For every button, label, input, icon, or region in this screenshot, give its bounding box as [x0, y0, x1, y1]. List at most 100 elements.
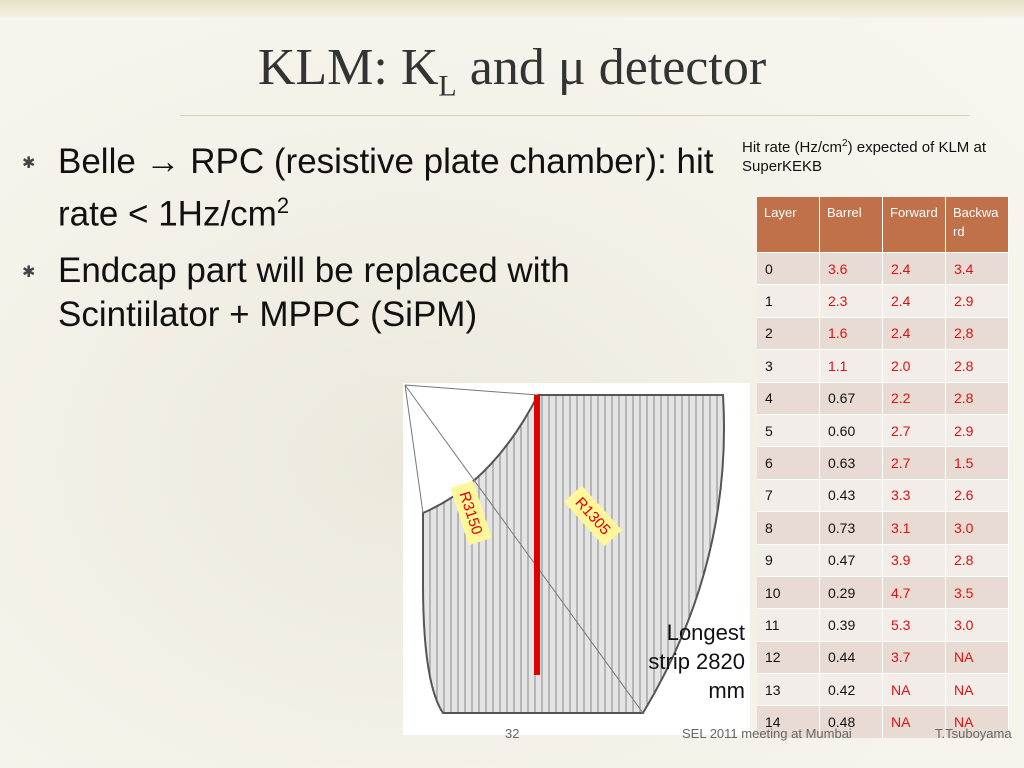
outline: [422, 394, 725, 714]
table-row: 0 3.6 2.4 3.4: [757, 251, 1009, 285]
table-cell: 0.73: [819, 511, 883, 545]
table-cell: 2.4: [882, 251, 946, 285]
table-cell: 2.8: [945, 543, 1009, 577]
table-body: 0 3.6 2.4 3.4 1 2.3 2.4 2.9 2 1.6 2.4 2,8 3 1.1 2.0 2.8…: [757, 251, 1009, 738]
table-cell: 3.0: [945, 511, 1009, 545]
table-cell: 3.3: [882, 478, 946, 512]
endcap-diagram: R3150 R1305: [403, 383, 750, 735]
table-cell: 3.4: [945, 251, 1009, 285]
table-cell: 0.39: [819, 608, 883, 642]
table-cell: 0.63: [819, 446, 883, 480]
table-cell: 3.0: [945, 608, 1009, 642]
table-cell: 3.1: [882, 511, 946, 545]
table-row: 6 0.63 2.7 1.5: [757, 446, 1009, 480]
header-cell: Backward: [945, 197, 1009, 253]
bullet-list: Belle → RPC (resistive plate chamber): h…: [22, 140, 732, 349]
page-number: 32: [505, 726, 520, 741]
table-cell: 14: [757, 705, 820, 738]
table-cell: 2,8: [945, 316, 1009, 350]
table-row: 4 0.67 2.2 2.8: [757, 381, 1009, 415]
bullet-text: Belle → RPC (resistive plate chamber): h…: [58, 142, 714, 234]
top-band: [0, 0, 1024, 18]
table-cell: 12: [757, 640, 820, 674]
table-cell: 10: [757, 575, 820, 609]
table-cell: 0.43: [819, 478, 883, 512]
table-cell: 2.8: [945, 381, 1009, 415]
table-cell: 4.7: [882, 575, 946, 609]
table-cell: 5: [757, 413, 820, 447]
table-row: 5 0.60 2.7 2.9: [757, 413, 1009, 447]
table-row: 12 0.44 3.7 NA: [757, 640, 1009, 674]
table-row: 13 0.42 NA NA: [757, 673, 1009, 706]
table-cell: 6: [757, 446, 820, 480]
table-row: 14 0.48 NA NA: [757, 705, 1009, 738]
table-cell: 1.5: [945, 446, 1009, 480]
table-row: 9 0.47 3.9 2.8: [757, 543, 1009, 577]
bullet-text: Endcap part will be replaced with Scinti…: [58, 250, 570, 334]
table-cell: 2.8: [945, 349, 1009, 383]
table-cell: 8: [757, 511, 820, 545]
table-cell: 3: [757, 349, 820, 383]
table-cell: 2.9: [945, 284, 1009, 318]
header-cell: Layer: [757, 197, 820, 253]
table-row: 7 0.43 3.3 2.6: [757, 478, 1009, 512]
title-sub: L: [438, 69, 457, 103]
table-row: 3 1.1 2.0 2.8: [757, 349, 1009, 383]
footer-event: SEL 2011 meeting at Mumbai: [682, 726, 852, 741]
table-cell: 3.9: [882, 543, 946, 577]
table-cell: 1.6: [819, 316, 883, 350]
table-cell: 2.3: [819, 284, 883, 318]
table-cell: NA: [882, 673, 946, 706]
construction-lines: [404, 384, 644, 714]
table-cell: 2.6: [945, 478, 1009, 512]
table-cell: 2.2: [882, 381, 946, 415]
table-row: 2 1.6 2.4 2,8: [757, 316, 1009, 350]
header-cell: Forward: [882, 197, 946, 253]
table-cell: 0.60: [819, 413, 883, 447]
table-cell: NA: [945, 705, 1009, 738]
table-caption: Hit rate (Hz/cm2) expected of KLM at Sup…: [742, 134, 1012, 176]
title-rest: and μ detector: [456, 39, 767, 96]
table-cell: 0.29: [819, 575, 883, 609]
table-row: 8 0.73 3.1 3.0: [757, 511, 1009, 545]
header-row: Layer Barrel Forward Backward: [757, 197, 1009, 253]
table-cell: 13: [757, 673, 820, 706]
bullet: Endcap part will be replaced with Scinti…: [22, 249, 732, 337]
table-cell: 1.1: [819, 349, 883, 383]
caption-text: Hit rate (Hz/cm: [742, 139, 843, 156]
table-cell: 1: [757, 284, 820, 318]
table-cell: 2.7: [882, 446, 946, 480]
table-cell: 3.6: [819, 251, 883, 285]
caption-text: ) expected of KLM at SuperKEKB: [742, 139, 986, 175]
table-cell: 0.67: [819, 381, 883, 415]
title-main: KLM: K: [257, 39, 439, 96]
hit-rate-table: Layer Barrel Forward Backward 0 3.6 2.4 3.4 1 2.3…: [757, 197, 1009, 738]
table-cell: 2.9: [945, 413, 1009, 447]
table-cell: 0.47: [819, 543, 883, 577]
table-cell: 2.0: [882, 349, 946, 383]
slide-title: KLM: KL and μ detector: [0, 38, 1024, 103]
table-cell: 7: [757, 478, 820, 512]
caption-sup: 2: [842, 138, 848, 149]
table-cell: NA: [945, 673, 1009, 706]
table-cell: NA: [882, 705, 946, 738]
bullet: Belle → RPC (resistive plate chamber): h…: [22, 140, 732, 237]
table-cell: 2.4: [882, 284, 946, 318]
bullet-sup: 2: [276, 193, 290, 218]
table-row: 10 0.29 4.7 3.5: [757, 575, 1009, 609]
table-row: 11 0.39 5.3 3.0: [757, 608, 1009, 642]
footer-author: T.Tsuboyama: [935, 726, 1012, 741]
table-cell: 2.4: [882, 316, 946, 350]
title-rule: [180, 115, 970, 116]
table-cell: 2: [757, 316, 820, 350]
table-cell: 4: [757, 381, 820, 415]
strip-note: Longest strip 2820 mm: [648, 620, 745, 703]
table-cell: 9: [757, 543, 820, 577]
table-cell: 0.42: [819, 673, 883, 706]
table-cell: NA: [945, 640, 1009, 674]
label-outer: R3150: [450, 480, 492, 546]
table-cell: 5.3: [882, 608, 946, 642]
header-cell: Barrel: [819, 197, 883, 253]
table-row: 1 2.3 2.4 2.9: [757, 284, 1009, 318]
